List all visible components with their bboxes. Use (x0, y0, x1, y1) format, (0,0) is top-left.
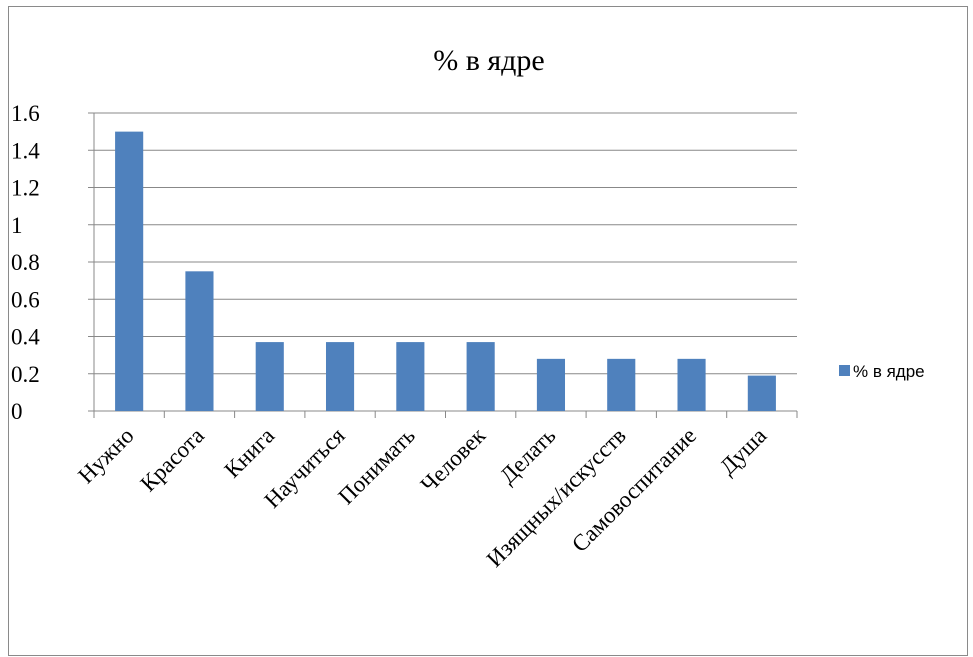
y-tick-label: 1.4 (11, 138, 40, 163)
x-tick-label: Нужно (73, 423, 138, 488)
chart-canvas: % в ядре 0 0.2 0.4 0.6 0.8 1 1.2 1.4 1.6 НужноКр… (11, 44, 925, 572)
bar (185, 271, 214, 411)
bar (536, 358, 566, 411)
bar (677, 358, 706, 411)
y-tick-label: 1.6 (11, 101, 40, 126)
legend: % в ядре (839, 362, 925, 381)
x-tick-label: Делать (495, 423, 561, 489)
y-tick-label: 0.4 (11, 325, 40, 350)
x-tick-label: Понимать (333, 423, 419, 509)
chart-title: % в ядре (433, 44, 545, 77)
y-tick-label: 0.2 (11, 362, 40, 387)
y-tick-label: 0.8 (11, 250, 40, 275)
bar (396, 342, 425, 411)
bar (325, 342, 355, 411)
bar (255, 342, 284, 411)
bar (115, 131, 144, 411)
legend-label: % в ядре (853, 362, 925, 381)
bars (115, 131, 776, 411)
chart-frame: % в ядре 0 0.2 0.4 0.6 0.8 1 1.2 1.4 1.6 Нужно Кр… (8, 6, 968, 656)
y-tick-label: 0 (11, 399, 23, 424)
y-tick-label: 0.6 (11, 287, 40, 312)
bar (607, 358, 636, 411)
x-tick-label: Самовоспитание (567, 423, 701, 557)
bar (747, 375, 776, 411)
x-tick-label: Человек (416, 422, 491, 497)
bar (466, 342, 495, 411)
y-tick-labels: 0 0.2 0.4 0.6 0.8 1 1.2 1.4 1.6 (11, 101, 40, 424)
x-tick-label: Душа (715, 423, 772, 480)
y-tick-label: 1 (11, 213, 23, 238)
legend-swatch (839, 365, 850, 376)
x-tick-label: Красота (135, 423, 209, 497)
y-tick-label: 1.2 (11, 176, 40, 201)
x-tick-label: Книга (219, 423, 279, 483)
